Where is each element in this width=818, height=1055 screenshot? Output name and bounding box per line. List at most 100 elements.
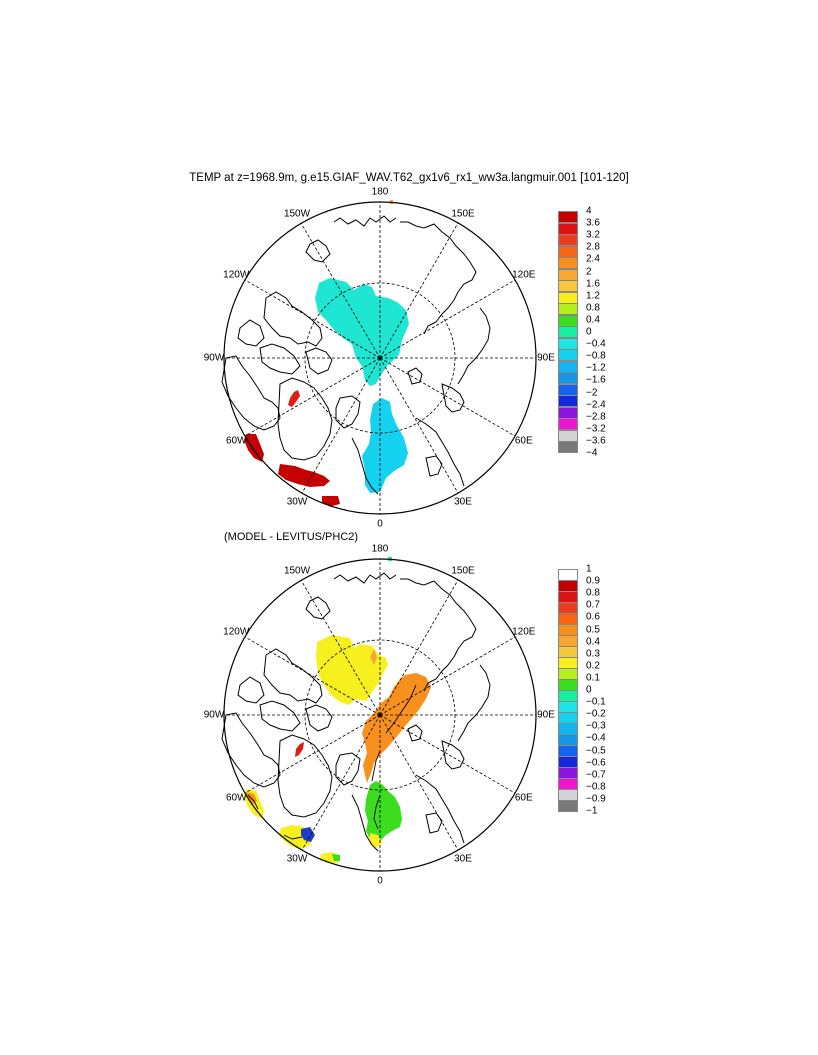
lon-label-150e: 150E bbox=[451, 208, 475, 220]
lon-label-150e: 150E bbox=[451, 565, 475, 577]
colorbar-swatch bbox=[558, 372, 578, 385]
colorbar-tick-label: 1 bbox=[586, 563, 592, 575]
bottom-map-svg bbox=[221, 557, 537, 872]
colorbar-swatch bbox=[558, 303, 578, 316]
lon-label-0: 0 bbox=[377, 518, 383, 530]
coastlines-top bbox=[221, 215, 491, 495]
colorbar-swatch bbox=[558, 690, 578, 702]
colorbar-tick-label: 0 bbox=[586, 326, 592, 338]
lon-label-60e: 60E bbox=[514, 435, 533, 447]
colorbar-tick-label: 0.4 bbox=[586, 314, 600, 326]
lon-label-30e: 30E bbox=[454, 496, 472, 508]
colorbar-swatch bbox=[558, 756, 578, 768]
colorbar-swatch bbox=[558, 569, 578, 581]
colorbar-tick-label: 2.8 bbox=[586, 241, 600, 253]
colorbar-swatch bbox=[558, 291, 578, 304]
lon-label-150w: 150W bbox=[283, 565, 311, 577]
colorbar-tick-label: −3.2 bbox=[586, 423, 606, 435]
colorbar-swatch bbox=[558, 418, 578, 431]
colorbar-swatch bbox=[558, 767, 578, 779]
colorbar-swatch bbox=[558, 745, 578, 757]
colorbar-tick-label: 0 bbox=[586, 684, 592, 696]
colorbar-tick-label: −0.7 bbox=[586, 769, 606, 781]
colorbar-swatch bbox=[558, 602, 578, 614]
colorbar-swatch bbox=[558, 657, 578, 669]
lon-label-120e: 120E bbox=[512, 626, 536, 638]
colorbar-tick-label: 0.8 bbox=[586, 587, 600, 599]
lon-label-120w: 120W bbox=[223, 626, 250, 638]
lon-label-60e: 60E bbox=[514, 792, 533, 804]
colorbar-tick-label: −0.9 bbox=[586, 793, 606, 805]
colorbar-tick-label: 0.7 bbox=[586, 599, 600, 611]
colorbar-swatch bbox=[558, 245, 578, 258]
colorbar-swatch bbox=[558, 778, 578, 790]
colorbar-swatch bbox=[558, 349, 578, 362]
colorbar-tick-label: −0.5 bbox=[586, 745, 606, 756]
graticule-bottom bbox=[224, 559, 536, 871]
lon-label-90w: 90W bbox=[203, 352, 225, 364]
colorbar-swatch bbox=[558, 234, 578, 247]
colorbar-swatch bbox=[558, 268, 578, 281]
colorbar-swatch bbox=[558, 222, 578, 235]
lon-label-90w: 90W bbox=[203, 709, 225, 721]
lon-label-60w: 60W bbox=[225, 435, 247, 447]
colorbar-tick-label: −1.2 bbox=[586, 362, 606, 374]
colorbar-swatch bbox=[558, 635, 578, 647]
colorbar-tick-label: 0.8 bbox=[586, 302, 600, 314]
colorbar-tick-label: −0.1 bbox=[586, 696, 606, 708]
colorbar-swatch bbox=[558, 337, 578, 350]
colorbar-tick-label: 3.2 bbox=[586, 229, 600, 241]
colorbar-swatch bbox=[558, 441, 578, 454]
colorbar-tick-label: −0.6 bbox=[586, 757, 606, 769]
lon-label-90e: 90E bbox=[537, 709, 555, 721]
colorbar-tick-label: −0.3 bbox=[586, 720, 606, 732]
top-map-svg bbox=[221, 200, 537, 515]
colorbar-tick-label: −2 bbox=[586, 387, 598, 398]
colorbar-swatch bbox=[558, 395, 578, 408]
lon-label-150w: 150W bbox=[283, 208, 311, 220]
colorbar-swatch bbox=[558, 383, 578, 396]
lon-label-30w: 30W bbox=[286, 496, 308, 508]
colorbar-swatch bbox=[558, 406, 578, 419]
colorbar-tick-label: 4 bbox=[586, 205, 592, 217]
colorbar-tick-label: −3.6 bbox=[586, 435, 606, 447]
lon-label-120w: 120W bbox=[223, 269, 250, 281]
lon-label-180: 180 bbox=[371, 186, 389, 198]
colorbar-tick-label: −0.8 bbox=[586, 781, 606, 793]
map-boundary-bottom bbox=[223, 558, 537, 872]
colorbar-swatch bbox=[558, 257, 578, 270]
bottom-polar-map: 180 150W 120W 90W 60W 30W 0 30E 60E 90E 120E 150E bbox=[180, 543, 580, 890]
colorbar-tick-label: 3.6 bbox=[586, 217, 600, 229]
difference-subtitle: (MODEL - LEVITUS/PHC2) bbox=[224, 531, 359, 543]
lon-label-60w: 60W bbox=[225, 792, 247, 804]
map-boundary-top bbox=[223, 201, 537, 515]
graticule-top bbox=[224, 202, 536, 514]
colorbar-swatch bbox=[558, 734, 578, 746]
contours-bottom bbox=[247, 684, 417, 840]
colorbar-swatch bbox=[558, 429, 578, 442]
colorbar-tick-label: 0.9 bbox=[586, 575, 600, 587]
colorbar-tick-label: 0.1 bbox=[586, 672, 600, 684]
colorbar-tick-label: −0.8 bbox=[586, 350, 606, 362]
colorbar-swatch bbox=[558, 679, 578, 691]
data-fill-top bbox=[244, 200, 409, 506]
colorbar-tick-label: −0.4 bbox=[586, 338, 606, 350]
colorbar-tick-label: −2.4 bbox=[586, 399, 606, 411]
colorbar-swatch bbox=[558, 580, 578, 592]
colorbar-swatch bbox=[558, 360, 578, 373]
colorbar-tick-label: 1.2 bbox=[586, 290, 600, 302]
colorbar-swatch bbox=[558, 800, 578, 812]
colorbar-tick-label: 0.5 bbox=[586, 624, 600, 635]
lon-label-30w: 30W bbox=[286, 853, 308, 865]
colorbar-tick-label: −4 bbox=[586, 447, 598, 459]
colorbar-tick-label: −0.4 bbox=[586, 732, 606, 744]
lon-label-180: 180 bbox=[371, 543, 389, 555]
colorbar-swatch bbox=[558, 624, 578, 636]
colorbar-swatch bbox=[558, 789, 578, 801]
lon-label-30e: 30E bbox=[454, 853, 472, 865]
lon-label-120e: 120E bbox=[512, 269, 536, 281]
colorbar-tick-label: 0.4 bbox=[586, 636, 600, 648]
colorbar-tick-label: 2.4 bbox=[586, 253, 600, 265]
colorbar-tick-label: 0.2 bbox=[586, 660, 600, 672]
colorbar-swatch bbox=[558, 314, 578, 327]
